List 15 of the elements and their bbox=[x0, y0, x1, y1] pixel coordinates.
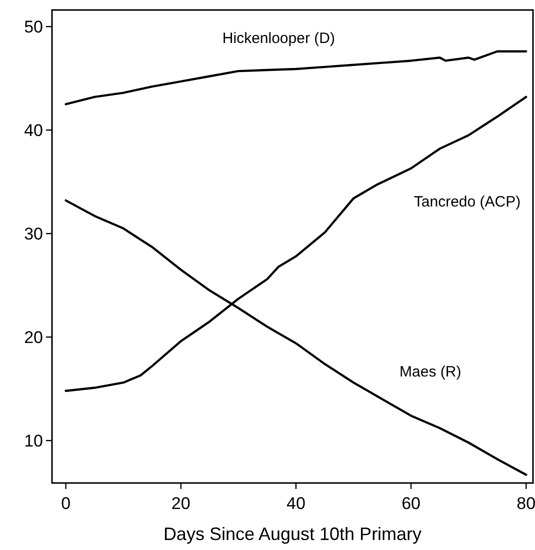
series-label: Tancredo (ACP) bbox=[414, 194, 521, 211]
series-label: Hickenlooper (D) bbox=[222, 30, 335, 48]
y-tick-label: 10 bbox=[24, 432, 43, 451]
x-tick-label: 60 bbox=[402, 494, 420, 513]
line-series bbox=[64, 50, 528, 106]
y-tick-label: 30 bbox=[24, 224, 43, 244]
series-label: Maes (R) bbox=[400, 363, 462, 380]
y-tick-label: 50 bbox=[24, 18, 43, 37]
y-tick-label: 20 bbox=[24, 328, 43, 348]
x-tick-label: 80 bbox=[516, 494, 535, 513]
x-axis-title: Days Since August 10th Primary bbox=[163, 524, 422, 544]
y-tick-label: 40 bbox=[24, 121, 43, 140]
x-tick-label: 40 bbox=[286, 494, 306, 513]
x-tick-label: 0 bbox=[61, 494, 71, 513]
x-tick-label: 20 bbox=[171, 494, 190, 513]
